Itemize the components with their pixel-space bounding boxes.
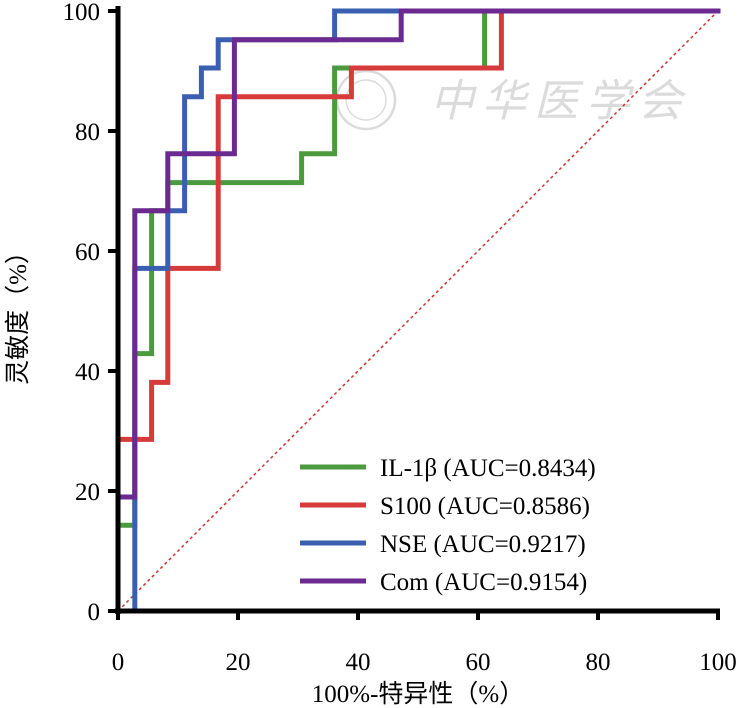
legend-label-2: NSE (AUC=0.9217) [380,531,586,558]
y-tick-label: 100 [63,0,101,26]
x-tick-label: 0 [112,649,125,676]
y-tick-label: 20 [75,479,100,506]
x-ticks: 0 20 40 60 80 100 [112,611,737,676]
series-line-3 [115,8,721,614]
y-tick-label: 0 [88,599,101,626]
series-layer [115,8,721,614]
legend-label-3: Com (AUC=0.9154) [380,569,587,596]
x-tick-label: 100 [699,649,737,676]
y-ticks: 0 20 40 60 80 100 [63,0,118,626]
series-line-1 [115,8,721,614]
x-tick-label: 20 [226,649,251,676]
y-axis-label: 灵敏度（%） [4,239,32,385]
y-tick-label: 80 [75,119,100,146]
x-tick-label: 40 [346,649,371,676]
watermark: 中华医学会 [335,69,690,131]
legend-label-1: S100 (AUC=0.8586) [380,493,590,520]
legend-label-0: IL-1β (AUC=0.8434) [380,455,596,482]
watermark-text: 中华医学会 [430,77,690,126]
x-tick-label: 60 [466,649,491,676]
watermark-seal-inner [345,79,387,121]
legend: IL-1β (AUC=0.8434) S100 (AUC=0.8586) NSE (… [300,455,596,596]
y-tick-label: 60 [75,239,100,266]
y-tick-label: 40 [75,359,100,386]
x-tick-label: 80 [586,649,611,676]
reference-line [117,10,719,612]
x-axis-label: 100%-特异性（%） [312,680,524,708]
